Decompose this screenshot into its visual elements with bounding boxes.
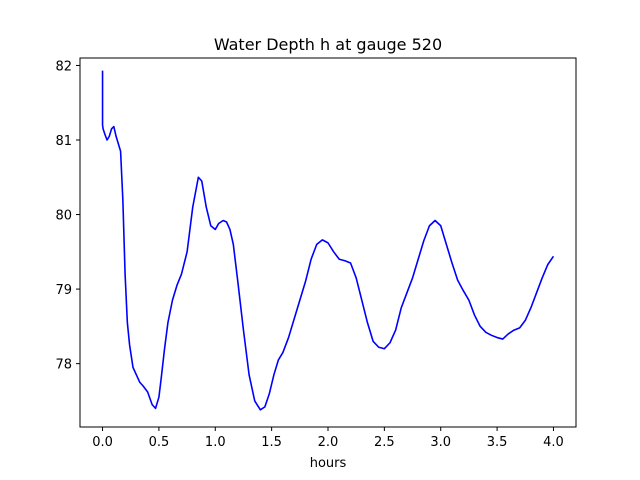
x-tick-label: 3.5 xyxy=(487,435,508,450)
x-tick-label: 1.5 xyxy=(261,435,282,450)
y-tick-label: 81 xyxy=(55,134,72,149)
y-tick-label: 80 xyxy=(55,209,72,224)
x-tick-label: 1.0 xyxy=(205,435,226,450)
chart-title: Water Depth h at gauge 520 xyxy=(214,35,442,54)
y-tick-label: 79 xyxy=(55,283,72,298)
x-tick-label: 2.0 xyxy=(318,435,339,450)
series-line xyxy=(101,70,555,411)
plot-area xyxy=(101,70,555,411)
x-tick-label: 0.5 xyxy=(149,435,170,450)
x-tick-label: 0.0 xyxy=(92,435,113,450)
x-tick-label: 2.5 xyxy=(374,435,395,450)
x-tick-label: 4.0 xyxy=(543,435,564,450)
axes-frame xyxy=(79,57,577,428)
x-tick-label: 3.0 xyxy=(430,435,451,450)
y-tick-label: 78 xyxy=(55,358,72,373)
x-axis-label: hours xyxy=(310,456,347,471)
y-tick-label: 82 xyxy=(55,59,72,74)
axis-ticks: 0.0 0.5 1.0 1.5 2.0 2.5 3.0 3.5 4.0 78 79 80 81 82 xyxy=(55,59,563,450)
